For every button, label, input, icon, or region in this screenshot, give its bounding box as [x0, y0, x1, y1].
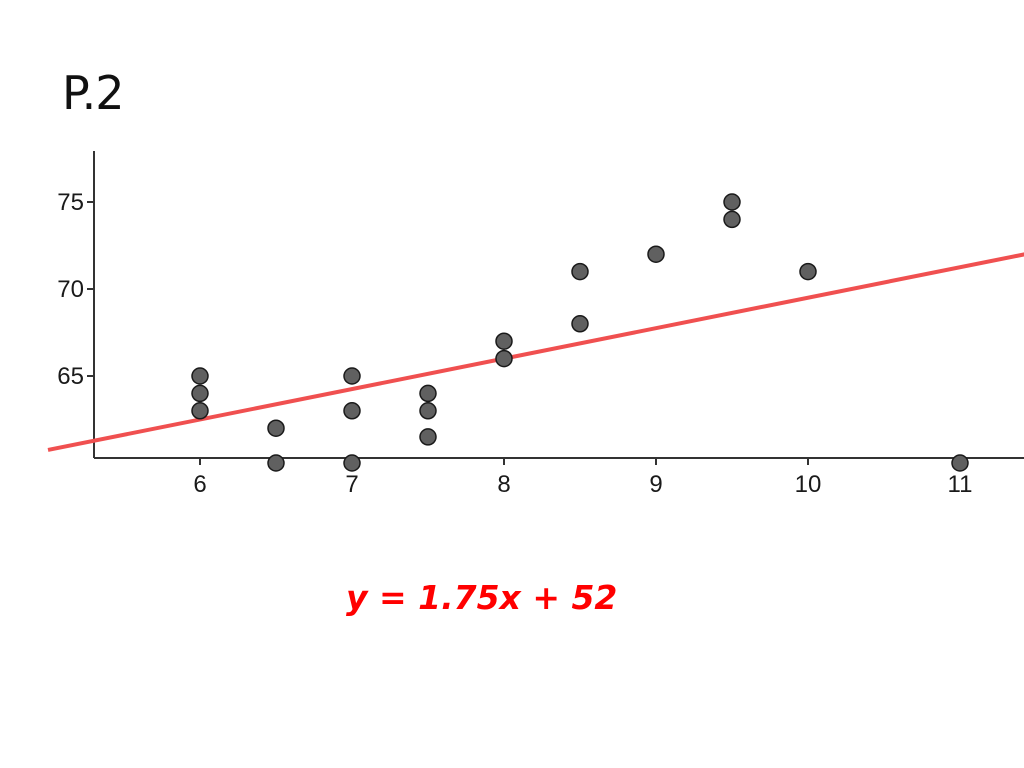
x-tick-label: 8: [497, 471, 510, 498]
regression-equation: y = 1.75x + 52: [346, 578, 618, 617]
data-point: [647, 245, 665, 263]
data-point: [191, 367, 209, 385]
data-point: [495, 332, 513, 350]
data-point: [571, 315, 589, 333]
data-point: [191, 384, 209, 403]
y-tick-label: 65: [57, 363, 84, 390]
x-tick-label: 11: [948, 471, 973, 498]
data-point: [267, 419, 285, 437]
data-point: [343, 454, 361, 472]
data-point: [419, 402, 437, 420]
axis-ticks: 6 7 8 9 10 11 65 70 75: [57, 189, 972, 498]
data-point: [343, 402, 361, 420]
data-point: [419, 428, 437, 446]
data-point: [419, 384, 437, 403]
y-tick-label: 70: [57, 276, 84, 303]
data-point: [191, 402, 209, 420]
data-point: [571, 262, 589, 281]
data-point: [723, 193, 741, 211]
data-point: [343, 367, 361, 385]
data-points: [191, 193, 969, 472]
data-point: [951, 454, 969, 472]
slide-title: P.2: [62, 66, 124, 120]
data-point: [495, 349, 513, 368]
y-tick-label: 75: [57, 189, 84, 216]
trend-line: [47, 252, 1024, 452]
data-point: [799, 262, 817, 281]
data-point: [723, 210, 741, 229]
data-point: [267, 454, 285, 472]
x-tick-label: 6: [193, 471, 206, 498]
x-tick-label: 9: [649, 471, 662, 498]
x-tick-label: 7: [345, 471, 358, 498]
x-tick-label: 10: [795, 471, 822, 498]
